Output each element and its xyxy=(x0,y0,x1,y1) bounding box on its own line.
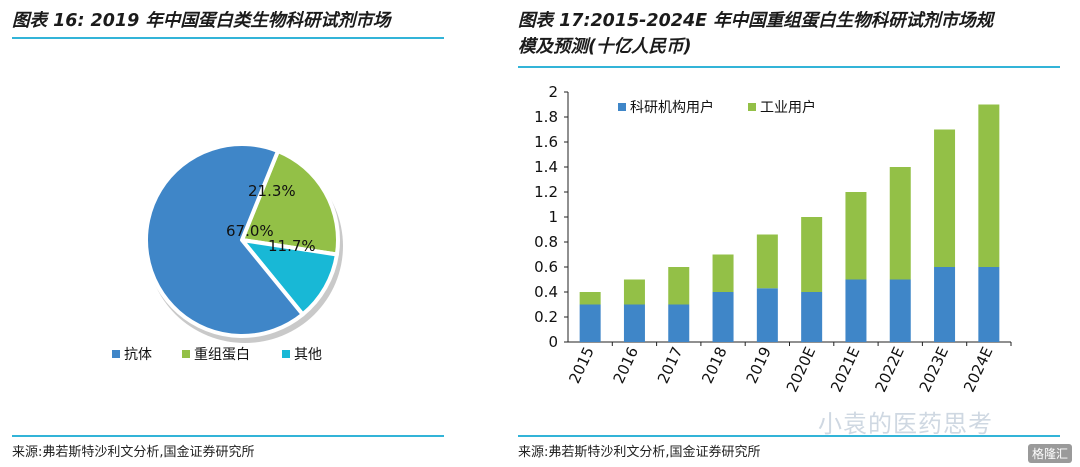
bar-segment-工业用户 xyxy=(889,167,911,280)
y-tick-label: 0.8 xyxy=(534,233,558,251)
y-tick-label: 1.6 xyxy=(534,133,558,151)
bar-segment-科研机构用户 xyxy=(889,279,911,342)
bar-segment-科研机构用户 xyxy=(756,288,778,342)
bar-chart-title: 图表 17:2015-2024E 年中国重组蛋白生物科研试剂市场规 模及预测(十… xyxy=(518,8,1056,60)
bar-segment-科研机构用户 xyxy=(712,292,734,342)
legend-swatch xyxy=(748,103,756,111)
bar-segment-工业用户 xyxy=(756,234,778,289)
legend-swatch xyxy=(282,350,290,358)
x-tick-label: 2016 xyxy=(610,344,642,386)
watermark-text: 小袁的医药思考 xyxy=(818,410,993,438)
title-divider xyxy=(518,66,1060,68)
x-tick-label: 2015 xyxy=(565,344,597,386)
legend-swatch xyxy=(182,350,190,358)
bar-title-line2: 模及预测(十亿人民币) xyxy=(518,37,692,57)
bar-segment-工业用户 xyxy=(579,292,601,305)
pie-source-note: 来源:弗若斯特沙利文分析,国金证券研究所 xyxy=(12,445,255,460)
bar-segment-科研机构用户 xyxy=(623,304,645,342)
y-tick-label: 1.8 xyxy=(534,108,558,126)
y-tick-label: 1.2 xyxy=(534,183,558,201)
pie-panel: 图表 16: 2019 年中国蛋白类生物科研试剂市场 67.0% 21.3% 11.… xyxy=(0,0,460,467)
legend-label: 抗体 xyxy=(124,347,152,363)
x-tick-label: 2017 xyxy=(654,344,686,386)
x-tick-label: 2024E xyxy=(960,344,996,395)
legend-label: 科研机构用户 xyxy=(630,99,714,116)
legend-swatch xyxy=(112,350,120,358)
bar-source-note: 来源:弗若斯特沙利文分析,国金证券研究所 xyxy=(518,445,761,460)
x-tick-label: 2018 xyxy=(698,344,730,386)
bar-segment-工业用户 xyxy=(978,104,1000,267)
bar-segment-科研机构用户 xyxy=(845,279,867,342)
bar-segment-科研机构用户 xyxy=(934,267,956,342)
source-divider xyxy=(518,435,1060,437)
bar-segment-工业用户 xyxy=(712,254,734,292)
pie-slice-重组蛋白 xyxy=(240,148,340,257)
y-tick-label: 0.6 xyxy=(534,258,558,276)
bar-panel: 图表 17:2015-2024E 年中国重组蛋白生物科研试剂市场规 模及预测(十… xyxy=(506,0,1066,467)
stacked-bar-chart: 0 0.2 0.4 0.6 0.8 1 1.2 1.4 1.6 1.8 2 2015 2016 2017 2… xyxy=(534,83,1012,395)
pie-chart-title: 图表 16: 2019 年中国蛋白类生物科研试剂市场 xyxy=(12,11,391,31)
bar-segment-工业用户 xyxy=(845,192,867,280)
x-tick-label: 2021E xyxy=(827,344,863,395)
legend-swatch xyxy=(618,103,626,111)
source-divider xyxy=(12,435,444,437)
title-divider xyxy=(12,37,444,39)
bar-segment-科研机构用户 xyxy=(978,267,1000,342)
y-tick-label: 1.4 xyxy=(534,158,558,176)
x-tick-label: 2023E xyxy=(916,344,952,395)
bar-segment-科研机构用户 xyxy=(801,292,823,342)
bar-segment-工业用户 xyxy=(623,279,645,305)
pie-data-label: 21.3% xyxy=(248,182,296,200)
legend-label: 工业用户 xyxy=(760,99,816,116)
y-tick-label: 0.4 xyxy=(534,283,558,301)
bar-segment-工业用户 xyxy=(934,129,956,267)
pie-data-label: 67.0% xyxy=(226,222,274,240)
bar-segment-科研机构用户 xyxy=(668,304,690,342)
pie-data-label: 11.7% xyxy=(268,237,316,255)
legend-label: 其他 xyxy=(294,347,322,363)
y-tick-label: 0 xyxy=(548,333,558,351)
bar-segment-科研机构用户 xyxy=(579,304,601,342)
pie-chart: 67.0% 21.3% 11.7% 抗体 重组蛋白 其他 xyxy=(112,142,343,363)
watermark-logo: 格隆汇 xyxy=(1027,444,1072,463)
legend-label: 重组蛋白 xyxy=(194,347,250,363)
bar-segment-工业用户 xyxy=(668,267,690,305)
bar-segment-工业用户 xyxy=(801,217,823,292)
x-tick-label: 2020E xyxy=(783,344,819,395)
y-tick-label: 1 xyxy=(548,208,558,226)
x-tick-label: 2019 xyxy=(743,344,775,386)
bar-title-line1: 图表 17:2015-2024E 年中国重组蛋白生物科研试剂市场规 xyxy=(518,11,994,31)
pie-slice-抗体 xyxy=(144,142,305,338)
x-tick-label: 2022E xyxy=(871,344,907,395)
y-tick-label: 2 xyxy=(548,83,558,101)
y-tick-label: 0.2 xyxy=(534,308,558,326)
